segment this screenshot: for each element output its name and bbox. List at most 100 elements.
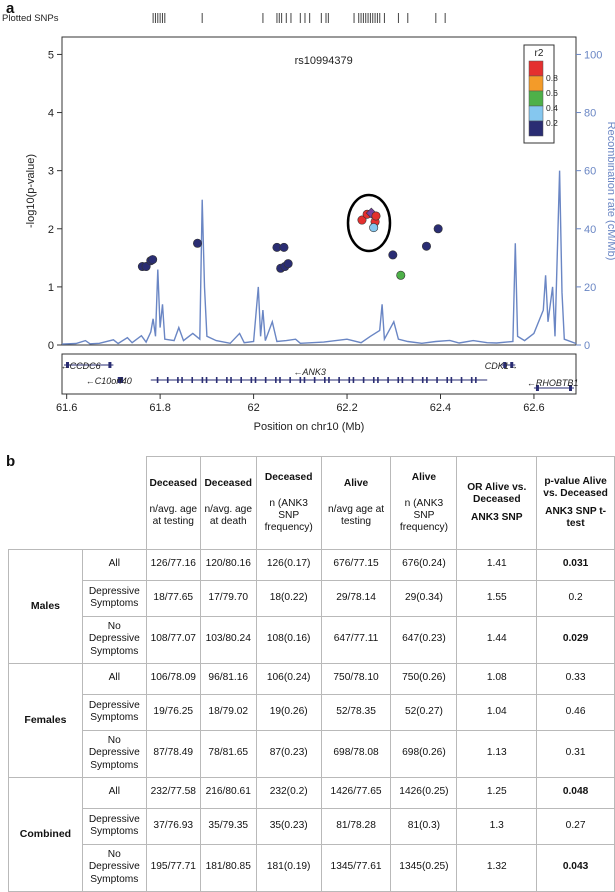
column-header-sub: ANK3 SNP t-test <box>545 505 607 529</box>
group-label: Combined <box>8 776 83 892</box>
exon <box>426 377 428 383</box>
table-cell: 698(0.26) <box>390 729 458 778</box>
column-header: p-value Alive vs. Deceased ANK3 SNP t-tes… <box>536 456 615 550</box>
exon <box>328 377 330 383</box>
r2-legend-label: 0.8 <box>546 73 558 83</box>
exon <box>181 377 183 383</box>
table-header-row: Deceased n/avg. age at testing Deceased n/a… <box>8 456 615 550</box>
exon <box>250 377 253 383</box>
table-cell: 37/76.93 <box>145 807 201 845</box>
snp-point <box>388 250 398 260</box>
column-header-main: Alive <box>411 471 437 483</box>
table-cell: 1.44 <box>456 615 538 664</box>
p-value-cell: 0.043 <box>536 843 615 892</box>
y-tick-label: 0 <box>48 340 54 352</box>
table-cell: 81(0.3) <box>390 807 458 845</box>
table-cell: 87(0.23) <box>255 729 322 778</box>
y-tick-label: 1 <box>48 282 54 294</box>
y2-tick-label: 40 <box>584 224 596 236</box>
table-cell: 647(0.23) <box>390 615 458 664</box>
exon <box>510 362 514 368</box>
table-cell: 1.32 <box>456 843 538 892</box>
y-tick-label: 5 <box>48 49 54 61</box>
exon <box>397 377 400 383</box>
exon <box>117 377 121 383</box>
exon <box>470 377 473 383</box>
exon <box>191 377 194 383</box>
gene-label: ←C10orf40 <box>86 376 132 386</box>
table-cell: 29/78.14 <box>320 579 392 617</box>
table-cell: 35/79.35 <box>199 807 257 845</box>
table-cell: 232/77.58 <box>145 776 201 809</box>
row-label: All <box>81 548 147 581</box>
exon <box>205 377 208 383</box>
r2-legend-label: 0.2 <box>546 118 558 128</box>
table-cell: 1426/77.65 <box>320 776 392 809</box>
exon <box>387 377 389 383</box>
exon <box>156 377 159 383</box>
table-cell: 1345(0.25) <box>390 843 458 892</box>
table-cell: 103/80.24 <box>199 615 257 664</box>
table-cell: 1426(0.25) <box>390 776 458 809</box>
exon <box>411 377 414 383</box>
table-cell: 232(0.2) <box>255 776 322 809</box>
table-cell: 96/81.16 <box>199 662 257 695</box>
exon <box>324 377 326 383</box>
table-cell: 18/79.02 <box>199 693 257 731</box>
table-row: No Depressive Symptoms 195/77.71 181/80.85… <box>9 843 615 892</box>
table-cell: 676/77.15 <box>320 548 392 581</box>
highlight-ellipse <box>346 193 392 253</box>
row-label: No Depressive Symptoms <box>81 843 147 892</box>
r2-legend-swatch <box>528 90 544 107</box>
exon <box>201 377 204 383</box>
exon <box>215 377 218 383</box>
table-cell: 108(0.16) <box>255 615 322 664</box>
recombination-rate-line <box>61 170 577 345</box>
exon <box>313 377 316 383</box>
snp-point <box>369 223 379 233</box>
table-cell: 216/80.61 <box>199 776 257 809</box>
snp-point <box>433 224 443 234</box>
p-value-cell: 0.031 <box>536 548 615 581</box>
column-header: OR Alive vs. Deceased ANK3 SNP <box>456 456 538 550</box>
exon <box>108 362 112 368</box>
p-value-cell: 0.048 <box>536 776 615 809</box>
snp-point <box>357 215 367 225</box>
table-cell: 52(0.27) <box>390 693 458 731</box>
snp-point <box>371 211 381 221</box>
y2-tick-label: 60 <box>584 166 596 178</box>
table-cell: 1.08 <box>456 662 538 695</box>
exon <box>475 377 477 383</box>
table-cell: 52/78.35 <box>320 693 392 731</box>
table-cell: 18/77.65 <box>145 579 201 617</box>
y2-axis-label: Recombination rate (cM/Mb) <box>605 122 615 261</box>
table-row: Depressive Symptoms 37/76.93 35/79.35 35(0.… <box>9 807 615 845</box>
p-value-cell: 0.27 <box>536 807 615 845</box>
column-header-sub: n (ANK3 SNP frequency) <box>399 497 448 533</box>
table-cell: 1.41 <box>456 548 538 581</box>
table-cell: 1.3 <box>456 807 538 845</box>
table-row: Combined All 232/77.58 216/80.61 232(0.2) 142… <box>8 776 615 892</box>
snp-point <box>193 238 203 248</box>
panel-a-letter: a <box>6 0 15 17</box>
table-cell: 181(0.19) <box>255 843 322 892</box>
x-tick-label: 62.2 <box>336 402 357 414</box>
row-label: Depressive Symptoms <box>81 693 147 731</box>
table-cell: 29(0.34) <box>390 579 458 617</box>
table-cell: 698/78.08 <box>320 729 392 778</box>
exon <box>362 377 365 383</box>
column-header-sub: n/avg. age at death <box>204 503 253 527</box>
column-header-main: Deceased <box>204 477 253 489</box>
column-header-sub: ANK3 SNP <box>471 511 523 523</box>
exon <box>338 377 340 383</box>
group-label: Females <box>8 662 83 778</box>
association-results-table: Deceased n/avg. age at testing Deceased n/a… <box>8 456 615 892</box>
snp-point <box>396 270 406 280</box>
table-row: Depressive Symptoms 19/76.25 18/79.02 19(0.… <box>9 693 615 731</box>
exon <box>166 377 169 383</box>
column-header-sub: n/avg. age at testing <box>149 503 198 527</box>
table-cell: 17/79.70 <box>199 579 257 617</box>
x-tick-label: 62.4 <box>430 402 451 414</box>
snp-point <box>148 255 158 265</box>
column-header-main: Deceased <box>264 471 313 483</box>
